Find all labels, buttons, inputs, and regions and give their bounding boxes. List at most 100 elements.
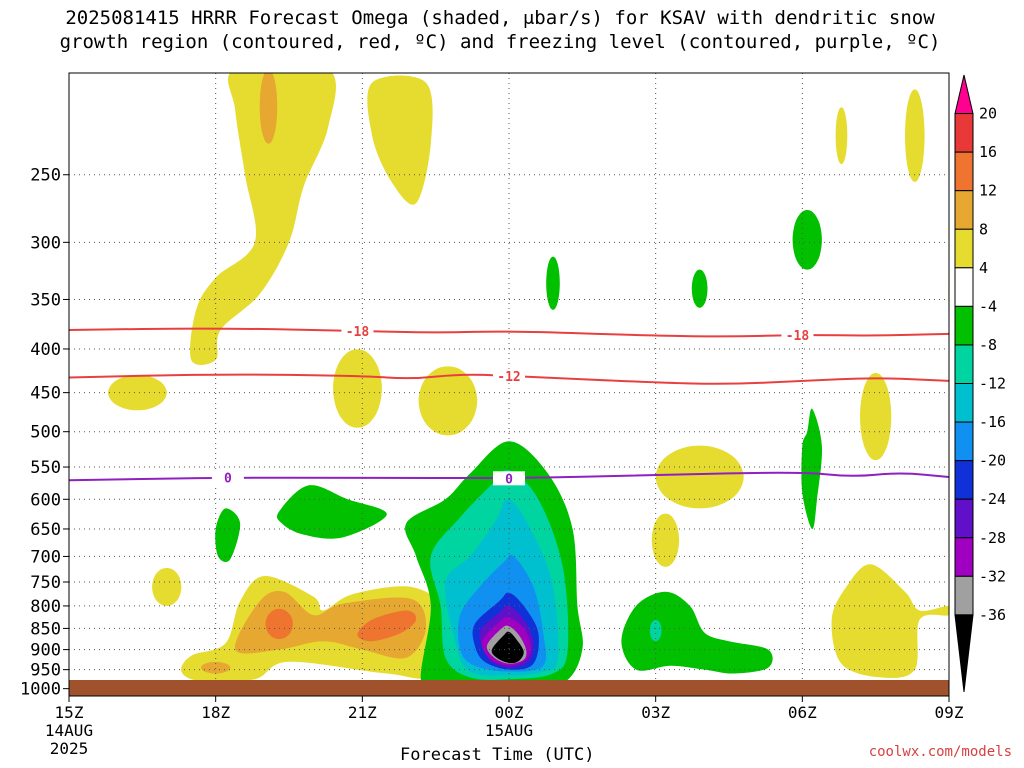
omega-region-2245z xyxy=(418,366,478,436)
omega-region-neg-upper-06z xyxy=(792,210,822,270)
contour-label-bg xyxy=(493,368,525,383)
colorbar-bottom-arrow xyxy=(954,614,974,693)
colorbar-tick-label: 8 xyxy=(979,220,988,238)
freezing-contour-0 xyxy=(69,471,949,482)
omega-region-upper-core xyxy=(259,73,278,144)
contour-label-bg xyxy=(341,323,374,338)
colorbar-box xyxy=(954,344,974,384)
colorbar: 20 16 12 8 4 -4 -8 -12 -16 -20 -24 -28 -32 -36 xyxy=(954,74,1006,693)
colorbar-tick-label: -36 xyxy=(979,606,1006,624)
x-tick-sublabel: 14AUG xyxy=(45,721,93,740)
colorbar-box xyxy=(954,421,974,462)
colorbar-tick-label: -4 xyxy=(979,297,997,315)
omega-region-low-band-orange12 xyxy=(265,608,293,640)
y-tick-label-450: 450 xyxy=(30,384,61,404)
omega-region-low-orange-west xyxy=(201,661,231,674)
colorbar-box xyxy=(954,383,974,423)
colorbar-box xyxy=(954,190,974,230)
colorbar-tick-label: 4 xyxy=(979,259,988,277)
colorbar-box xyxy=(954,498,974,539)
colorbar-tick-label: -28 xyxy=(979,529,1006,547)
omega-region-0630z xyxy=(860,373,892,461)
omega-region-upper-0545z xyxy=(835,107,848,165)
y-tick-label-700: 700 xyxy=(30,547,61,567)
x-tick-label-15Z: 15Z xyxy=(55,703,84,722)
chart-title: 2025081415 HRRR Forecast Omega (shaded, … xyxy=(0,6,1000,54)
omega-region-upper-0815z xyxy=(905,89,925,182)
colorbar-box xyxy=(954,537,974,577)
x-tick-label-00Z: 00Z xyxy=(495,703,524,722)
contour-label-bg xyxy=(493,471,525,486)
y-tick-label-250: 250 xyxy=(30,166,61,186)
colorbar-tick-label: -24 xyxy=(979,490,1006,508)
omega-region-neg-upper-04z xyxy=(691,269,708,308)
omega-region-upper-22z xyxy=(367,75,433,205)
colorbar-tick-label: -16 xyxy=(979,413,1006,431)
y-tick-label-400: 400 xyxy=(30,340,61,360)
colorbar-tick-label: 20 xyxy=(979,105,997,123)
colorbar-box xyxy=(954,151,974,192)
y-tick-label-650: 650 xyxy=(30,520,61,540)
y-tick-label-900: 900 xyxy=(30,641,61,661)
x-tick-label-18Z: 18Z xyxy=(201,703,230,722)
omega-region-column-black-core xyxy=(491,631,524,664)
colorbar-top-arrow xyxy=(954,74,974,115)
omega-region-after-06z xyxy=(831,564,949,678)
omega-shading xyxy=(108,73,949,689)
contour-label-0: 0 xyxy=(505,472,513,487)
x-tick-label-09Z: 09Z xyxy=(935,703,964,722)
y-tick-label-800: 800 xyxy=(30,597,61,617)
y-tick-label-300: 300 xyxy=(30,233,61,253)
contours: -18 -18 -12 0 0 xyxy=(69,323,949,487)
y-tick-label-1000: 1000 xyxy=(20,680,61,700)
omega-region-neg-04z xyxy=(621,591,773,674)
x-tick-label-03Z: 03Z xyxy=(641,703,670,722)
omega-region-0210z xyxy=(651,513,680,567)
omega-region-1630z xyxy=(108,374,167,411)
x-tick-label-06Z: 06Z xyxy=(788,703,817,722)
contour-label--18: -18 xyxy=(346,325,370,340)
x-tick-label-21Z: 21Z xyxy=(348,703,377,722)
omega-region-upper-plume xyxy=(190,73,336,365)
y-tick-label-850: 850 xyxy=(30,619,61,639)
colorbar-box xyxy=(954,575,974,616)
y-tick-label-350: 350 xyxy=(30,290,61,310)
ground-band xyxy=(69,680,949,696)
y-tick-label-950: 950 xyxy=(30,661,61,681)
omega-region-neg-18z xyxy=(215,508,241,563)
colorbar-box xyxy=(954,267,974,307)
omega-region-17z xyxy=(152,567,182,606)
omega-region-neg-05z xyxy=(801,408,823,530)
title-line-1: 2025081415 HRRR Forecast Omega (shaded, … xyxy=(65,7,935,29)
colorbar-box xyxy=(954,460,974,500)
contour-label--12: -12 xyxy=(497,370,520,385)
colorbar-tick-label: -32 xyxy=(979,567,1006,585)
x-axis-title: Forecast Time (UTC) xyxy=(400,745,595,765)
omega-region-2055z xyxy=(333,349,382,428)
contour-label-bg xyxy=(211,470,244,485)
temperature-contour--12 xyxy=(69,373,949,385)
colorbar-tick-label: -8 xyxy=(979,336,997,354)
colorbar-tick-label: -12 xyxy=(979,375,1006,393)
contour-label-0: 0 xyxy=(224,472,232,487)
contour-label--18: -18 xyxy=(786,329,810,344)
omega-region-0255z xyxy=(655,445,744,509)
colorbar-tick-label: -20 xyxy=(979,452,1006,470)
omega-region-low-band-orange12-east xyxy=(357,610,417,642)
website-credit: coolwx.com/models xyxy=(868,744,1012,760)
omega-region-neg-20z xyxy=(276,485,387,539)
title-line-2: growth region (contoured, red, ºC) and f… xyxy=(59,31,941,53)
colorbar-box xyxy=(954,228,974,269)
contour-label-bg xyxy=(781,327,814,342)
axes: 2503003504004505005506006507007508008509… xyxy=(20,166,964,758)
omega-region-low-band-orange8 xyxy=(234,590,427,659)
y-tick-label-500: 500 xyxy=(30,423,61,443)
omega-region-neg-04z-core xyxy=(649,619,662,642)
omega-region-neg-upper-01z xyxy=(546,256,560,310)
y-tick-label-550: 550 xyxy=(30,458,61,478)
colorbar-box xyxy=(954,113,974,153)
y-tick-label-750: 750 xyxy=(30,573,61,593)
colorbar-tick-label: 16 xyxy=(979,143,997,161)
x-tick-sublabel: 2025 xyxy=(50,739,89,758)
